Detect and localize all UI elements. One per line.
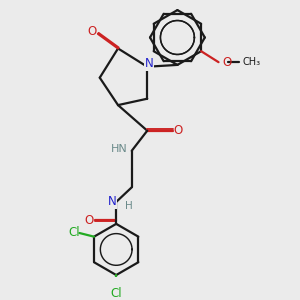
Text: O: O xyxy=(174,124,183,137)
Text: Cl: Cl xyxy=(110,287,122,300)
Text: N: N xyxy=(145,58,154,70)
Text: O: O xyxy=(84,214,93,227)
Text: CH₃: CH₃ xyxy=(242,57,260,67)
Text: HN: HN xyxy=(111,144,128,154)
Text: H: H xyxy=(125,201,133,211)
Text: Cl: Cl xyxy=(68,226,80,238)
Text: O: O xyxy=(222,56,231,69)
Text: O: O xyxy=(88,25,97,38)
Text: N: N xyxy=(107,195,116,208)
